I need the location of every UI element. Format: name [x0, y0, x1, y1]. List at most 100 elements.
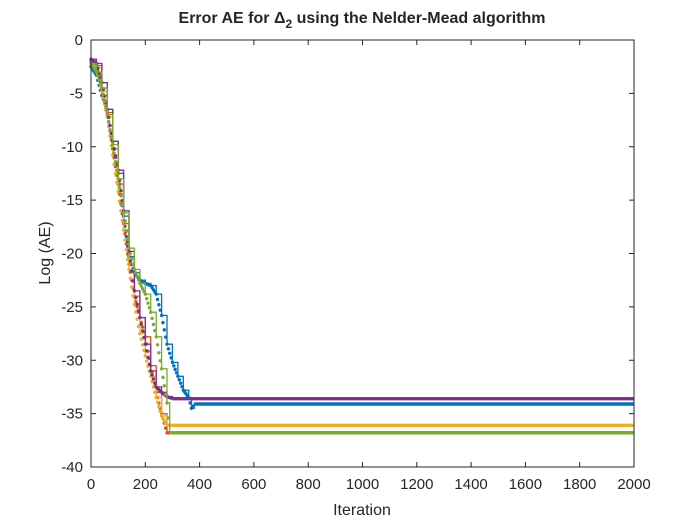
data-point [154, 292, 158, 296]
data-point [138, 281, 142, 286]
series-3 [89, 59, 634, 427]
data-point [191, 404, 195, 408]
data-point [158, 308, 162, 312]
x-axis-label: Iteration [333, 502, 391, 519]
data-point [134, 295, 138, 300]
data-point [178, 381, 183, 385]
data-point [170, 360, 175, 365]
data-point [151, 322, 156, 327]
data-point [106, 120, 111, 124]
x-tick-label: 1400 [454, 476, 487, 493]
data-point [119, 209, 123, 213]
data-point [159, 313, 164, 318]
x-tick-label: 200 [133, 476, 158, 493]
chart-title: Error AE for Δ2 using the Nelder-Mead al… [179, 10, 546, 31]
data-point [140, 287, 145, 291]
data-point [142, 335, 146, 340]
data-point [149, 310, 153, 314]
data-point [123, 238, 127, 242]
data-point [165, 342, 169, 346]
y-tick-label: -40 [61, 459, 83, 476]
data-point [135, 302, 139, 306]
data-point [143, 354, 147, 358]
y-tick-label: 0 [75, 32, 83, 49]
data-point [125, 257, 130, 262]
data-point [142, 348, 146, 353]
data-point [131, 279, 135, 283]
data-point [96, 74, 100, 78]
data-point [153, 390, 157, 394]
data-point [117, 185, 122, 190]
data-point [139, 284, 143, 288]
data-point [97, 78, 101, 82]
axes-layer: 0 200 400 600 800 1000 1200 1400 1600 1800 2000 0 -5… [61, 32, 650, 493]
plot-area [91, 40, 634, 467]
data-point [158, 409, 162, 413]
y-tick-label: -15 [61, 192, 83, 209]
data-point [162, 328, 167, 332]
data-point [108, 127, 112, 132]
data-point [113, 159, 118, 164]
data-point [142, 289, 146, 294]
data-point [140, 329, 145, 333]
data-point [144, 296, 149, 301]
data-point [150, 316, 154, 321]
data-point [163, 421, 168, 425]
data-point [143, 292, 147, 296]
data-point [147, 362, 152, 366]
data-point [123, 220, 127, 224]
data-point [140, 325, 145, 329]
data-point [124, 248, 128, 252]
data-point [172, 364, 176, 368]
data-point [169, 396, 173, 400]
y-tick-label: -35 [61, 406, 83, 423]
data-point [155, 297, 160, 302]
data-point [159, 367, 164, 371]
data-point [127, 246, 131, 250]
data-point [117, 199, 122, 203]
data-point [134, 310, 138, 314]
data-point [168, 351, 172, 356]
x-tick-label: 2000 [617, 476, 650, 493]
data-point [100, 86, 104, 90]
data-point [169, 356, 173, 360]
x-tick-label: 1600 [509, 476, 542, 493]
data-point [138, 331, 142, 336]
y-tick-label: -20 [61, 246, 83, 263]
data-point [139, 322, 143, 326]
data-point [119, 188, 123, 193]
data-point [180, 384, 184, 389]
y-tick-label: -5 [70, 85, 83, 102]
data-point [112, 151, 116, 155]
data-point [163, 426, 168, 430]
data-point [166, 347, 171, 351]
data-point [177, 378, 181, 382]
data-point [136, 324, 141, 329]
data-point [116, 177, 120, 181]
data-point [124, 228, 128, 233]
data-point [132, 267, 137, 272]
data-point [128, 276, 133, 281]
data-point [163, 392, 168, 397]
data-point [116, 189, 120, 194]
data-point [115, 168, 119, 172]
data-point [113, 171, 118, 176]
x-tick-label: 0 [87, 476, 95, 493]
data-point [104, 106, 108, 110]
data-point [147, 305, 152, 310]
data-point [125, 237, 130, 242]
data-point [111, 142, 115, 147]
data-point [130, 269, 134, 273]
data-point [135, 317, 139, 321]
y-tick-label: -10 [61, 139, 83, 156]
data-point [155, 343, 160, 347]
data-point [155, 400, 160, 404]
data-point [106, 115, 111, 120]
data-point [149, 369, 153, 373]
data-point [119, 194, 123, 198]
data-point [146, 301, 150, 305]
data-point [112, 162, 116, 167]
y-axis-label: Log (AE) [37, 221, 54, 284]
data-point [134, 271, 138, 275]
